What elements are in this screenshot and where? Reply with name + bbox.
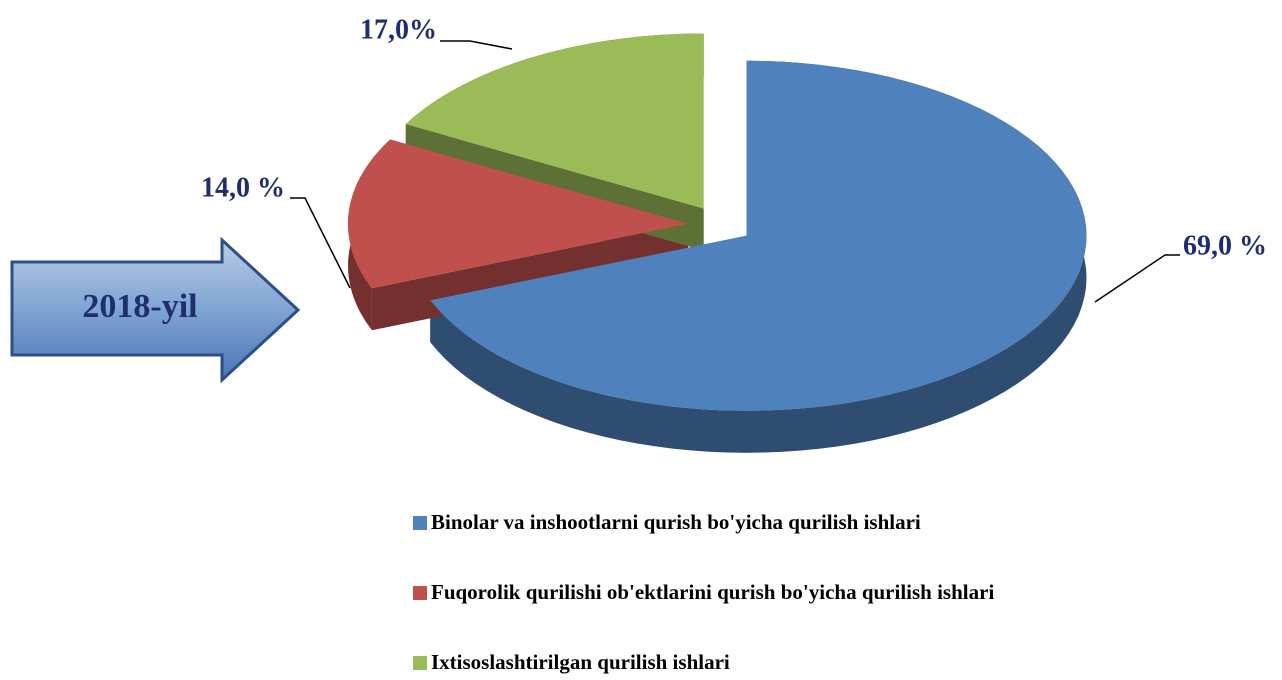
data-label: 17,0% (360, 14, 437, 45)
legend-swatch (413, 656, 427, 670)
slice (430, 60, 1087, 411)
slice (405, 33, 704, 209)
legend-label: Fuqorolik qurilishi ob'ektlarini qurish … (431, 580, 994, 604)
leader-line (1094, 254, 1180, 303)
data-label: 69,0 % (1183, 230, 1267, 261)
legend-label: Binolar va inshootlarni qurish bo'yicha … (431, 510, 921, 534)
leader-line (440, 40, 513, 50)
data-label: 14,0 % (201, 172, 285, 203)
annotation-arrow (10, 236, 301, 384)
legend-swatch (413, 516, 427, 530)
slice (348, 139, 689, 289)
leader-line (290, 197, 351, 289)
legend-swatch (413, 586, 427, 600)
annotation: 2018-yil (82, 288, 197, 325)
legend-label: Ixtisoslashtirilgan qurilish ishlari (431, 650, 730, 674)
